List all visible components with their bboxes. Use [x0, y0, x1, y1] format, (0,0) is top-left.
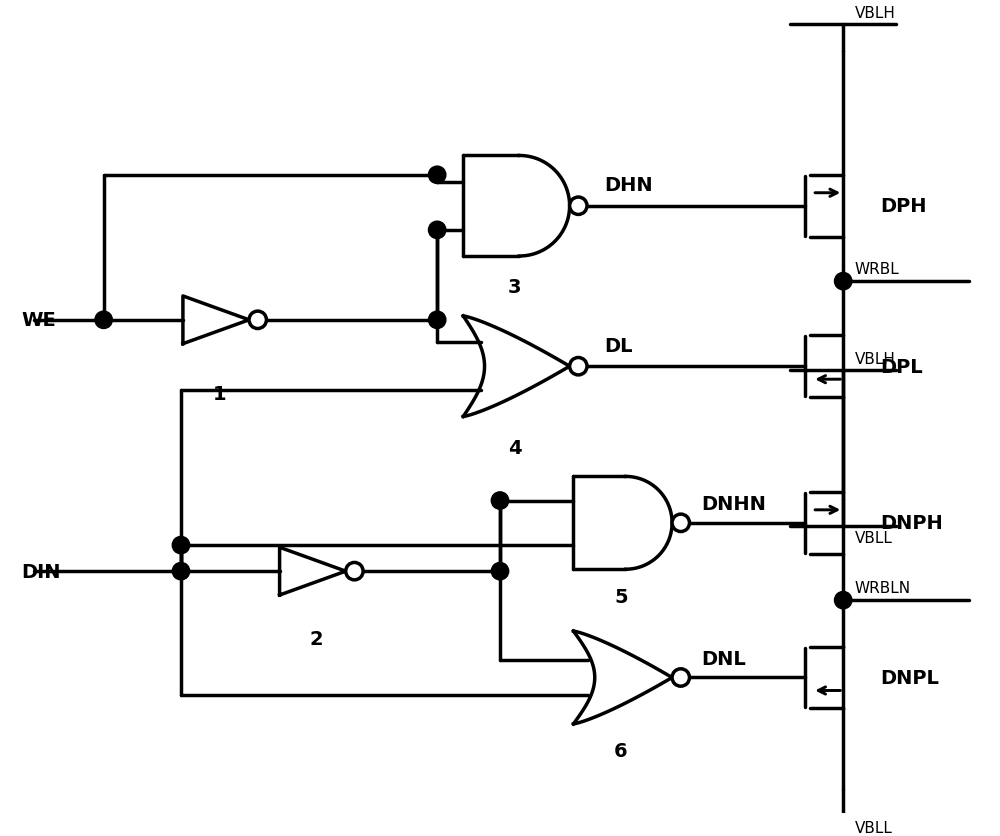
- Circle shape: [672, 669, 689, 686]
- Text: WRBLN: WRBLN: [855, 581, 911, 595]
- Text: VBLH: VBLH: [855, 352, 896, 367]
- Circle shape: [491, 492, 509, 510]
- Text: DNHN: DNHN: [701, 495, 766, 513]
- Text: 6: 6: [614, 742, 628, 761]
- Text: 3: 3: [508, 278, 521, 297]
- Text: VBLH: VBLH: [855, 6, 896, 21]
- Text: DIN: DIN: [21, 562, 61, 581]
- Text: 2: 2: [310, 630, 323, 649]
- Circle shape: [491, 563, 509, 580]
- Text: 1: 1: [213, 385, 226, 403]
- Circle shape: [428, 167, 446, 184]
- Text: DNPH: DNPH: [880, 513, 943, 533]
- Text: 4: 4: [508, 438, 521, 457]
- Text: DNPL: DNPL: [880, 668, 939, 687]
- Circle shape: [346, 563, 363, 580]
- Circle shape: [834, 273, 852, 290]
- Circle shape: [428, 222, 446, 239]
- Text: DHN: DHN: [604, 176, 653, 195]
- Text: DPL: DPL: [880, 357, 923, 376]
- Text: DL: DL: [604, 336, 633, 355]
- Text: VBLL: VBLL: [855, 819, 893, 834]
- Text: 5: 5: [614, 587, 628, 606]
- Text: WE: WE: [21, 311, 56, 330]
- Circle shape: [834, 592, 852, 609]
- Text: WRBL: WRBL: [855, 262, 900, 277]
- Circle shape: [672, 514, 689, 532]
- Circle shape: [95, 312, 112, 329]
- Circle shape: [428, 312, 446, 329]
- Text: DPH: DPH: [880, 197, 926, 216]
- Circle shape: [570, 358, 587, 375]
- Text: VBLL: VBLL: [855, 530, 893, 545]
- Circle shape: [570, 198, 587, 215]
- Text: DNL: DNL: [701, 649, 746, 668]
- Circle shape: [172, 537, 190, 554]
- Circle shape: [172, 563, 190, 580]
- Circle shape: [249, 312, 266, 329]
